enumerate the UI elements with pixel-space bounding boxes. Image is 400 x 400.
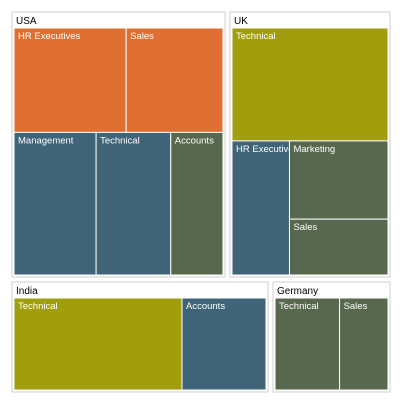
leaf-label-usa-management: Management [18,135,74,146]
group-label-usa: USA [16,16,37,27]
treemap-leaf-uk-technical[interactable] [231,27,389,142]
treemap-leaf-usa-sales[interactable] [125,27,224,133]
leaf-label-usa-accounts: Accounts [175,135,214,146]
group-label-india: India [16,286,38,297]
leaf-label-india-technical: Technical [18,301,58,312]
leaf-label-usa-technical: Technical [100,135,140,146]
leaf-label-uk-technical: Technical [236,31,276,42]
group-label-uk: UK [234,16,248,27]
treemap-leaf-uk-sales[interactable] [288,218,389,276]
treemap-leaf-india-technical[interactable] [13,297,183,391]
leaf-label-germany-sales: Sales [344,301,368,312]
treemap-leaf-india-accounts[interactable] [181,297,267,391]
treemap-leaf-usa-technical[interactable] [95,131,172,276]
treemap-leaf-germany-sales[interactable] [339,297,389,391]
leaf-label-usa-hr-executives: HR Executives [18,31,81,42]
treemap-leaf-uk-marketing[interactable] [288,140,389,220]
treemap-leaf-germany-technical[interactable] [274,297,341,391]
treemap-leaf-usa-hr-executives[interactable] [13,27,127,133]
leaf-label-usa-sales: Sales [130,31,154,42]
treemap-leaf-uk-hr-executives[interactable] [231,140,290,276]
leaf-label-uk-sales: Sales [293,222,317,233]
treemap-leaf-usa-accounts[interactable] [170,131,224,276]
leaf-label-uk-marketing: Marketing [293,144,335,155]
treemap-leaf-usa-management[interactable] [13,131,97,276]
leaf-label-uk-hr-executives: HR Executives [236,144,299,155]
leaf-label-germany-technical: Technical [279,301,319,312]
group-label-germany: Germany [277,286,318,297]
leaf-label-india-accounts: Accounts [186,301,225,312]
